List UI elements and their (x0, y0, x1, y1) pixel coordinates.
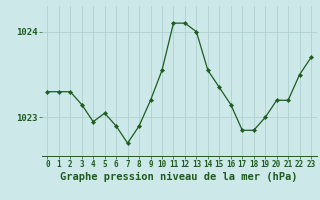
X-axis label: Graphe pression niveau de la mer (hPa): Graphe pression niveau de la mer (hPa) (60, 172, 298, 182)
